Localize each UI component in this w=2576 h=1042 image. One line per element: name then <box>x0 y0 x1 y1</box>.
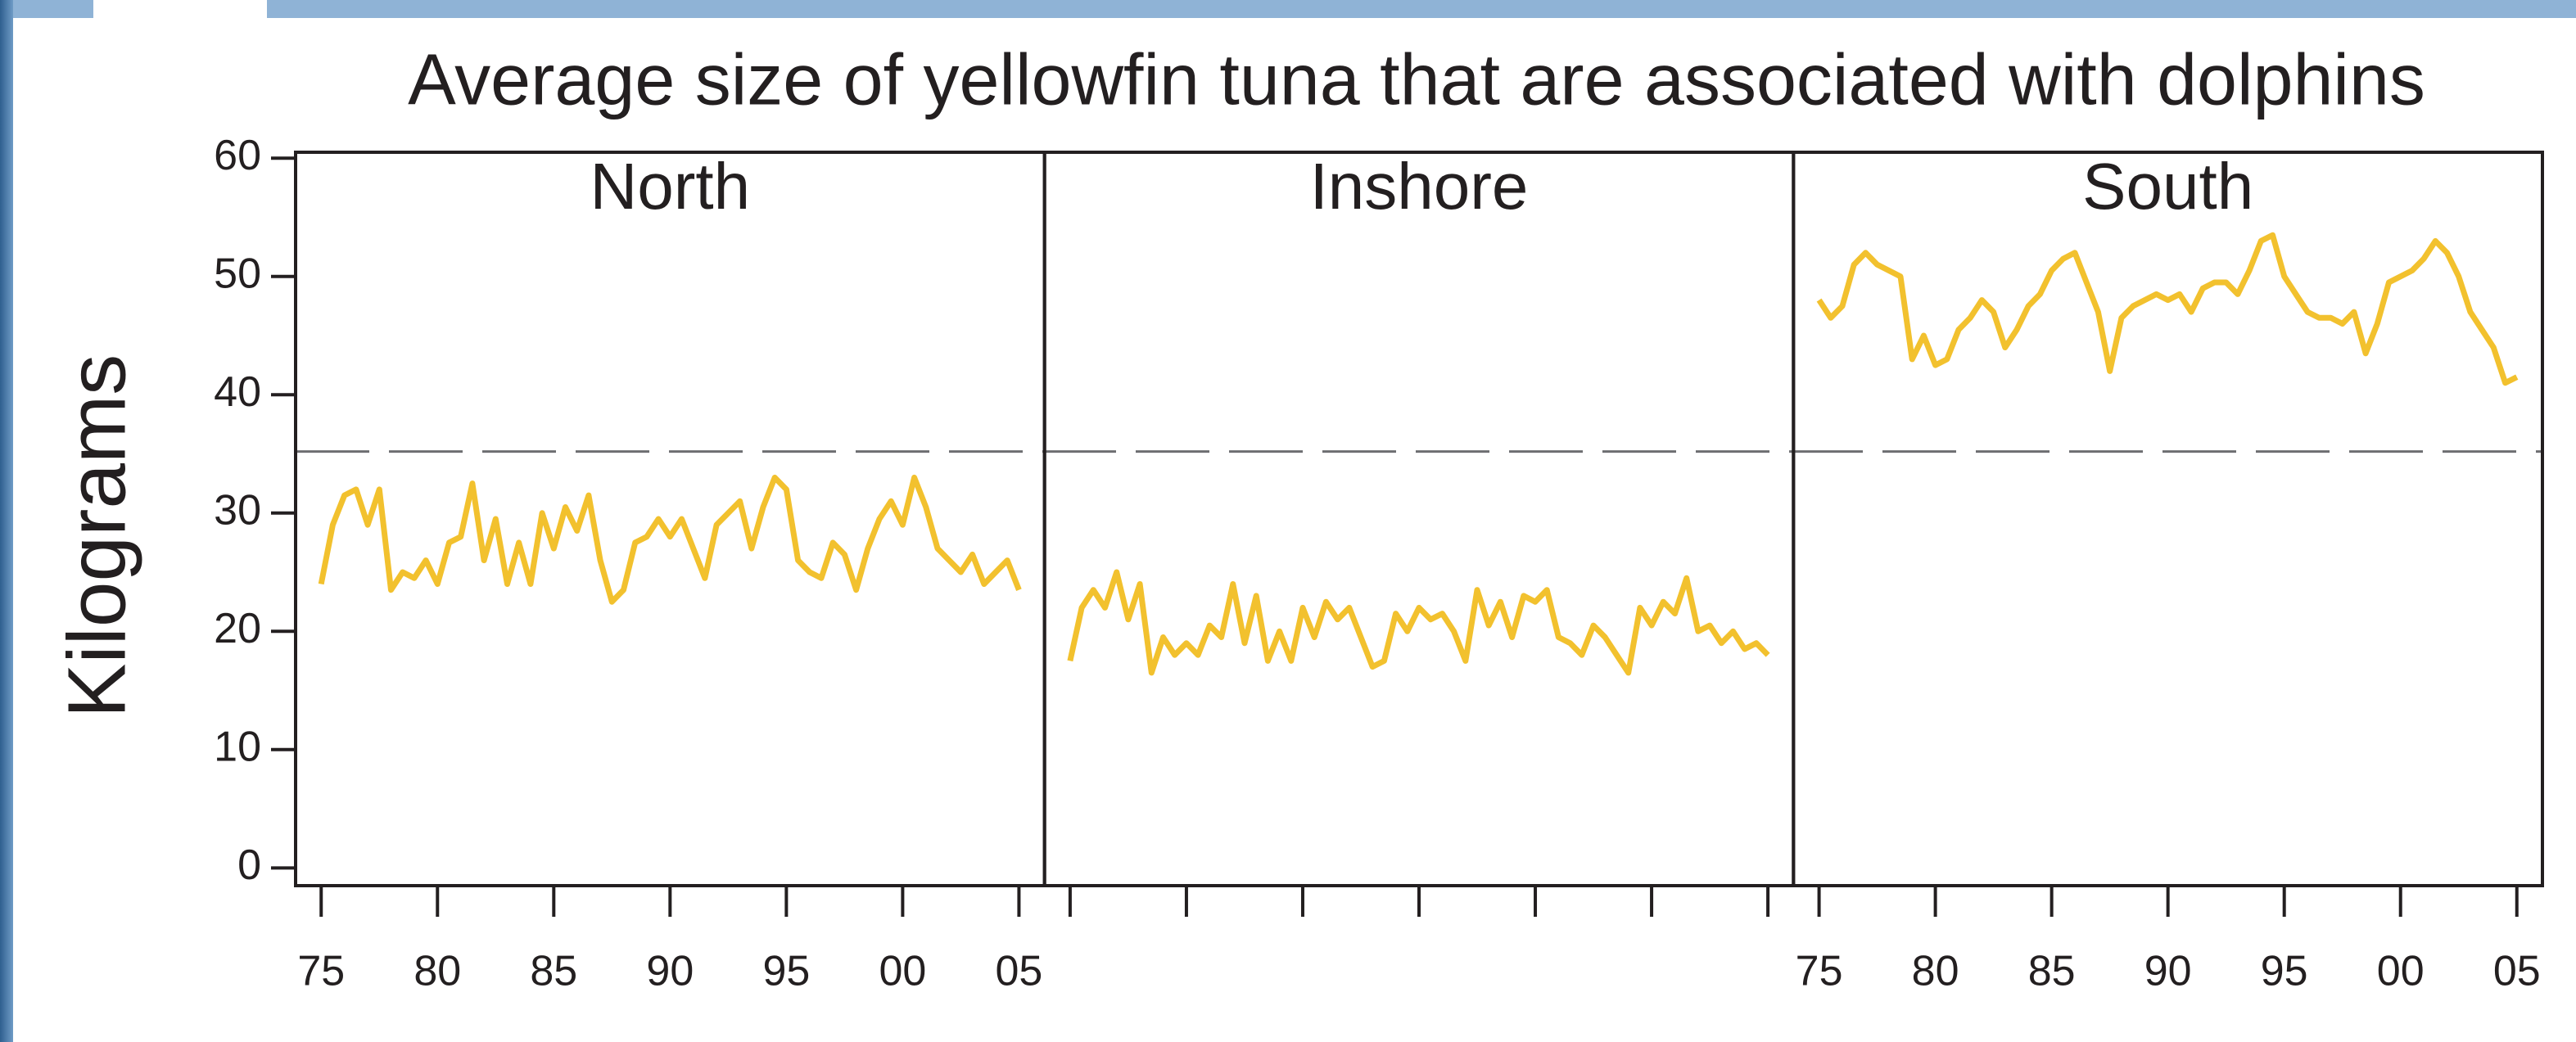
y-tick-label: 40 <box>214 368 261 416</box>
panel-label: North <box>590 150 751 223</box>
panel-frame <box>1042 151 1796 887</box>
panel-label: South <box>2082 150 2253 223</box>
top-band <box>0 0 2576 18</box>
x-tick-label: 85 <box>2028 948 2076 995</box>
panel-label: Inshore <box>1310 150 1529 223</box>
x-tick-label: 05 <box>2493 948 2541 995</box>
y-tick-label: 50 <box>214 250 261 297</box>
y-tick-label: 60 <box>214 132 261 179</box>
y-tick-label: 0 <box>237 841 261 889</box>
x-tick-label: 75 <box>1796 948 1843 995</box>
y-tick-label: 20 <box>214 605 261 652</box>
data-line <box>1067 569 1770 676</box>
data-line <box>318 474 1022 605</box>
y-axis-label: Kilograms <box>51 354 142 719</box>
x-tick-label: 80 <box>414 948 461 995</box>
chart-title: Average size of yellowfin tuna that are … <box>408 38 2425 120</box>
x-tick-label: 95 <box>762 948 810 995</box>
y-tick-label: 10 <box>214 724 261 771</box>
x-tick-label: 85 <box>530 948 577 995</box>
data-line <box>1816 232 2519 386</box>
x-tick-label: 90 <box>2144 948 2192 995</box>
y-tick-label: 30 <box>214 487 261 535</box>
top-tab <box>93 0 267 18</box>
x-tick-label: 00 <box>879 948 926 995</box>
x-tick-label: 00 <box>2377 948 2425 995</box>
x-tick-label: 75 <box>297 948 345 995</box>
x-tick-label: 90 <box>646 948 694 995</box>
panel-frame <box>1792 151 2544 887</box>
left-band <box>0 0 13 1042</box>
x-tick-label: 95 <box>2261 948 2308 995</box>
x-tick-label: 80 <box>1912 948 1959 995</box>
x-tick-label: 05 <box>995 948 1042 995</box>
